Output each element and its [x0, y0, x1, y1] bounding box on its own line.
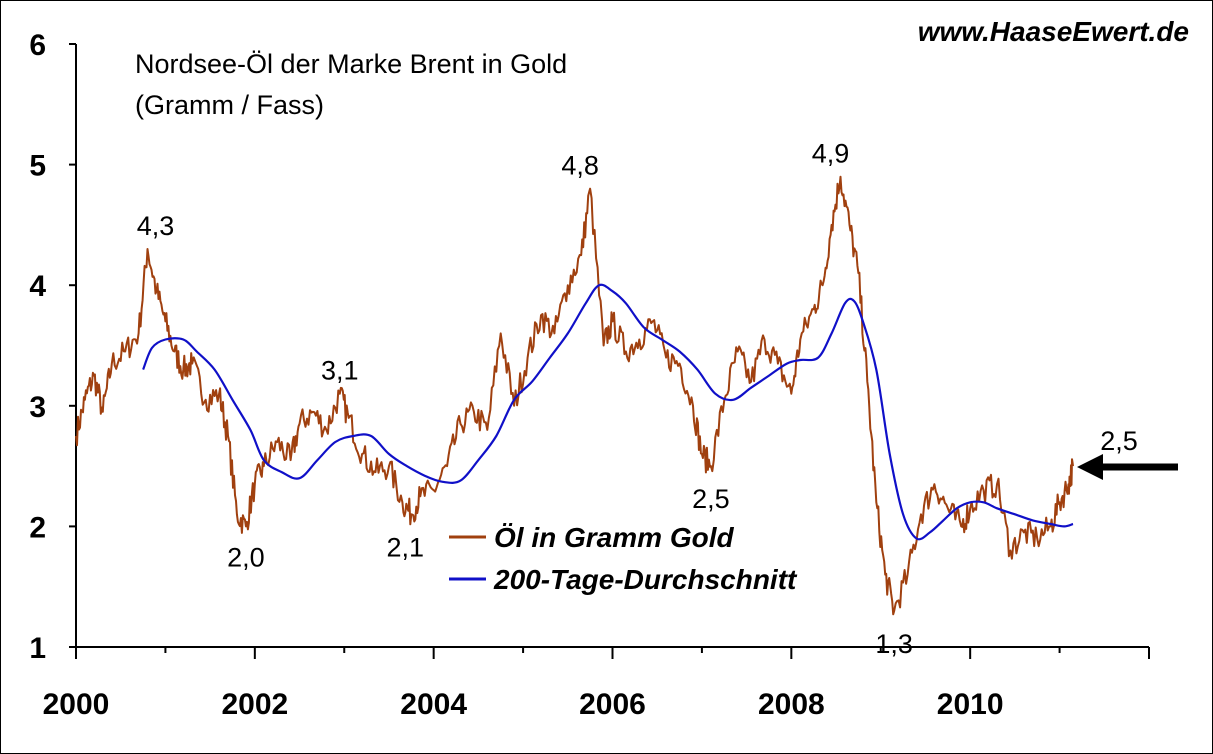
- y-tick-label: 3: [29, 391, 46, 424]
- x-tick-label: 2006: [579, 688, 646, 721]
- y-tick-label: 6: [29, 29, 46, 62]
- arrow-head: [1077, 454, 1103, 480]
- axes: 1 2 3 4 5 6 2000 2002 2004 2006 2008 2010: [29, 29, 1150, 721]
- value-annotation: 4,9: [812, 139, 850, 169]
- y-tick-label: 5: [29, 150, 46, 183]
- y-tick-label: 4: [29, 270, 46, 303]
- chart-title: Nordsee-Öl der Marke Brent in Gold: [135, 49, 567, 79]
- moving-average-line: [142, 283, 1074, 541]
- value-annotation: 4,3: [137, 211, 175, 241]
- value-annotation: 2,0: [227, 542, 265, 572]
- value-annotation: 1,3: [875, 629, 913, 659]
- legend-label-ma: 200-Tage-Durchschnitt: [493, 564, 798, 595]
- series-layer: [75, 175, 1074, 616]
- source-watermark: www.HaaseEwert.de: [918, 16, 1189, 47]
- legend: Öl in Gramm Gold 200-Tage-Durchschnitt: [449, 522, 798, 595]
- value-annotation: 2,5: [1100, 426, 1138, 456]
- x-tick-label: 2010: [937, 688, 1004, 721]
- y-tick-label: 2: [29, 511, 46, 544]
- chart-subtitle: (Gramm / Fass): [135, 90, 324, 120]
- x-tick-label: 2008: [758, 688, 825, 721]
- x-tick-label: 2002: [221, 688, 288, 721]
- x-tick-label: 2000: [43, 688, 110, 721]
- legend-label-oil: Öl in Gramm Gold: [494, 522, 734, 553]
- value-annotation: 4,8: [561, 151, 599, 181]
- labels-layer: 4,3 2,0 3,1 2,1 4,8 2,5 4,9 1,3 2,5: [137, 139, 1138, 659]
- arrow-pointer: [1077, 454, 1178, 480]
- x-tick-label: 2004: [400, 688, 467, 721]
- value-annotation: 2,1: [387, 532, 425, 562]
- value-annotation: 3,1: [321, 356, 359, 386]
- value-annotation: 2,5: [692, 484, 730, 514]
- y-tick-label: 1: [29, 632, 46, 665]
- oil-series-line: [75, 175, 1074, 616]
